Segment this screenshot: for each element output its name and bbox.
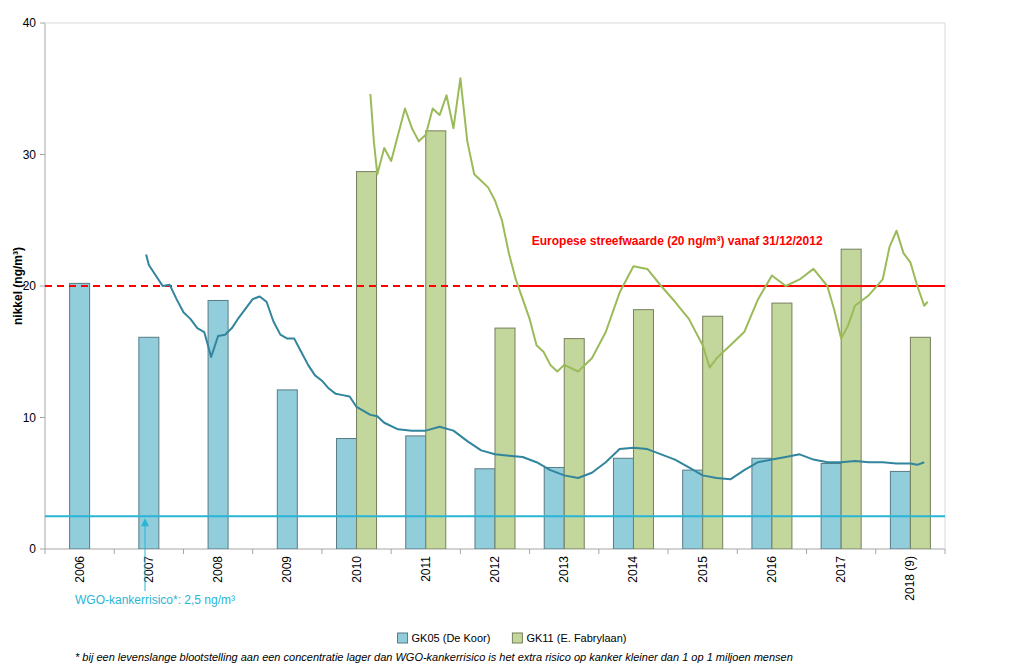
x-tick-label: 2018 (9) [903, 556, 917, 601]
reference-label: Europese streefwaarde (20 ng/m³) vanaf 3… [532, 234, 823, 248]
x-tick [183, 549, 184, 554]
bar [426, 131, 446, 549]
y-tick [40, 417, 45, 418]
bar [544, 467, 564, 549]
x-tick [45, 549, 46, 554]
x-tick [391, 549, 392, 554]
x-tick-label: 2014 [626, 556, 640, 583]
marks [45, 78, 945, 549]
bar [357, 172, 377, 549]
bar [703, 316, 723, 549]
bar [475, 469, 495, 549]
bar [139, 337, 159, 549]
bar [337, 439, 357, 549]
x-tick-label: 2013 [557, 556, 571, 583]
legend: GK05 (De Koor) GK11 (E. Fabrylaan) [398, 632, 627, 644]
x-tick [875, 549, 876, 554]
x-tick [668, 549, 669, 554]
y-tick-label: 30 [23, 148, 37, 162]
y-tick [40, 286, 45, 287]
x-tick [806, 549, 807, 554]
y-tick [40, 154, 45, 155]
y-tick [40, 23, 45, 24]
x-tick-label: 2009 [280, 556, 294, 583]
legend-swatch [512, 633, 522, 643]
bar [277, 390, 297, 549]
legend-swatch [398, 633, 408, 643]
reference-line [516, 285, 945, 287]
x-tick-label: 2008 [211, 556, 225, 583]
x-tick-label: 2012 [488, 556, 502, 583]
x-tick-label: 2010 [350, 556, 364, 583]
x-tick [945, 549, 946, 554]
reference-line [45, 515, 945, 517]
y-tick [40, 549, 45, 550]
running-mean-line [370, 78, 927, 371]
x-tick-label: 2006 [73, 556, 87, 583]
y-tick-label: 40 [23, 16, 37, 30]
x-tick [321, 549, 322, 554]
x-tick [598, 549, 599, 554]
bar [821, 464, 841, 549]
arrow-head [141, 518, 149, 526]
bar [683, 470, 703, 549]
y-tick-label: 10 [23, 411, 37, 425]
reference-line-dashed [45, 285, 516, 287]
running-mean-line [146, 254, 924, 479]
bar [633, 310, 653, 549]
bar [752, 458, 772, 549]
chart: 0102030402006200720082009201020112012201… [0, 0, 1024, 669]
bar [890, 471, 910, 549]
bar [406, 436, 426, 549]
x-tick-label: 2007 [142, 556, 156, 583]
x-tick [460, 549, 461, 554]
x-tick-label: 2016 [765, 556, 779, 583]
legend-label: GK05 (De Koor) [412, 632, 491, 644]
bar [772, 303, 792, 549]
x-tick-label: 2015 [696, 556, 710, 583]
legend-label: GK11 (E. Fabrylaan) [526, 632, 626, 644]
page: {"chart_data": { "type": "bar", "y_label… [0, 0, 1024, 669]
bar [70, 283, 90, 549]
x-tick-label: 2011 [419, 556, 433, 582]
x-tick [114, 549, 115, 554]
bar [841, 249, 861, 549]
x-tick-label: 2017 [834, 556, 848, 583]
bar [910, 337, 930, 549]
bar [613, 458, 633, 549]
arrow [145, 522, 146, 591]
y-tick-label: 0 [29, 542, 36, 556]
reference-label: WGO-kankerrisico*: 2,5 ng/m³ [75, 593, 235, 607]
y-axis-title: nikkel (ng/m³) [11, 247, 25, 325]
frame [45, 23, 945, 24]
x-tick [252, 549, 253, 554]
footnote: * bij een levenslange blootstelling aan … [75, 651, 793, 663]
x-tick [529, 549, 530, 554]
x-tick [737, 549, 738, 554]
